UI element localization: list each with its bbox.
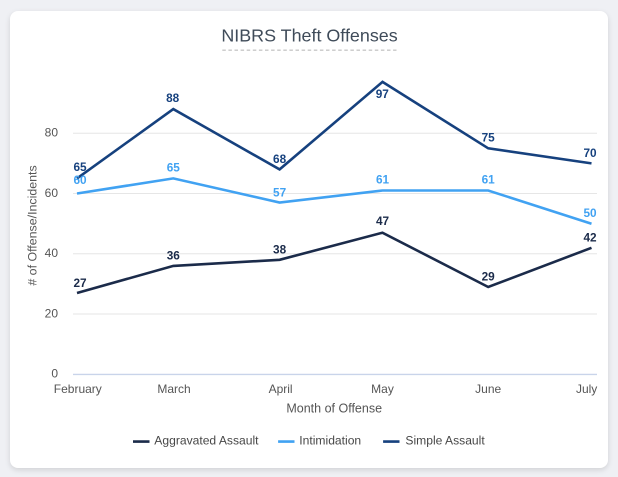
svg-text:60: 60	[73, 173, 87, 187]
svg-text:29: 29	[482, 270, 496, 284]
svg-text:40: 40	[45, 246, 59, 260]
svg-text:61: 61	[376, 173, 390, 187]
svg-text:June: June	[475, 382, 501, 396]
svg-text:Month of Offense: Month of Offense	[286, 402, 382, 416]
svg-text:88: 88	[166, 91, 180, 105]
svg-text:65: 65	[167, 160, 181, 174]
svg-text:68: 68	[273, 152, 287, 166]
svg-text:27: 27	[73, 276, 87, 290]
svg-text:97: 97	[376, 87, 390, 101]
svg-text:May: May	[371, 382, 394, 396]
svg-text:Simple Assault: Simple Assault	[405, 433, 485, 447]
svg-text:0: 0	[51, 367, 58, 381]
svg-text:Intimidation: Intimidation	[299, 433, 361, 447]
svg-text:38: 38	[273, 242, 287, 256]
svg-text:80: 80	[45, 126, 59, 140]
svg-text:75: 75	[482, 131, 496, 145]
svg-text:70: 70	[583, 146, 597, 160]
svg-text:March: March	[157, 382, 190, 396]
svg-text:47: 47	[376, 214, 390, 228]
svg-text:February: February	[54, 382, 102, 396]
svg-text:36: 36	[167, 248, 181, 262]
svg-text:20: 20	[45, 306, 59, 320]
svg-text:NIBRS Theft Offenses: NIBRS Theft Offenses	[221, 26, 397, 46]
svg-text:# of Offense/Incidents: # of Offense/Incidents	[26, 165, 40, 285]
svg-text:65: 65	[73, 160, 87, 174]
svg-text:50: 50	[583, 206, 597, 220]
svg-text:61: 61	[482, 173, 496, 187]
svg-text:Aggravated Assault: Aggravated Assault	[154, 433, 259, 447]
svg-text:42: 42	[583, 230, 597, 244]
svg-text:April: April	[269, 382, 293, 396]
svg-text:July: July	[576, 382, 597, 396]
svg-text:57: 57	[273, 186, 287, 200]
svg-text:60: 60	[45, 186, 59, 200]
